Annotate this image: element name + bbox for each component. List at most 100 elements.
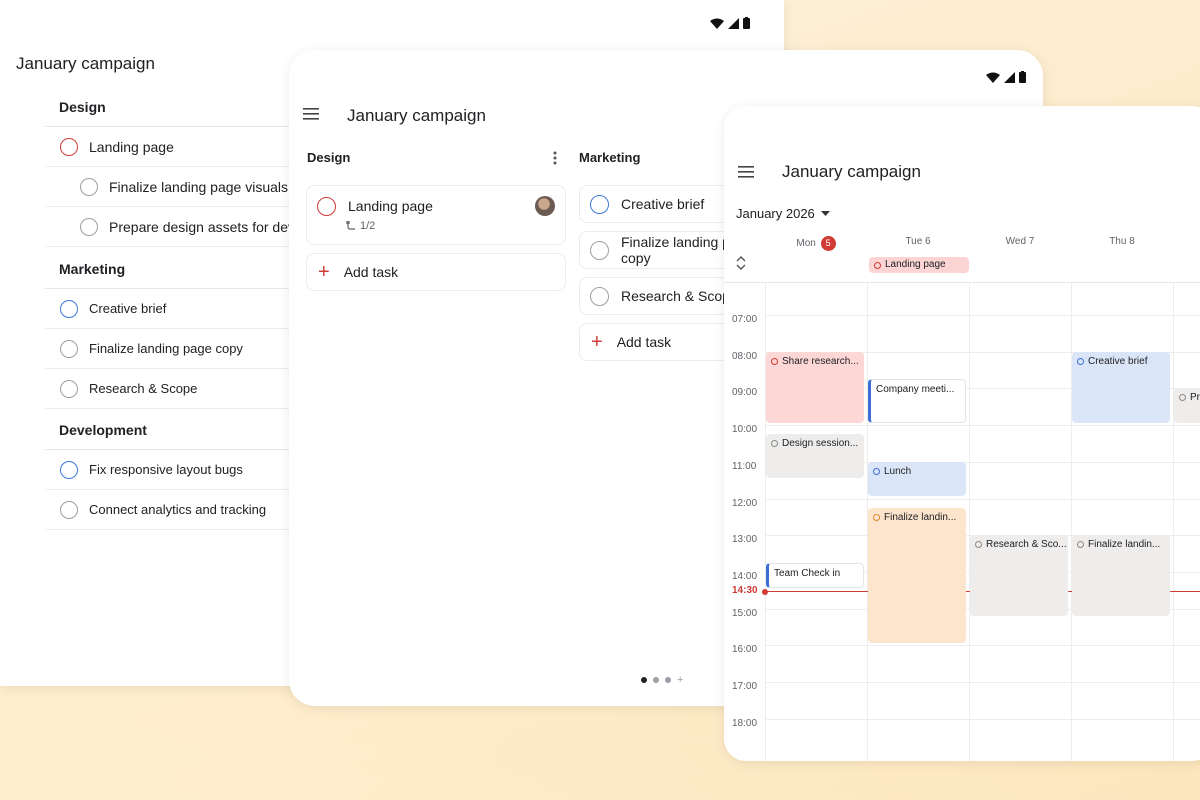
menu-icon[interactable] <box>738 166 754 178</box>
subtask-count: 1/2 <box>346 220 375 232</box>
plus-icon: + <box>591 331 603 353</box>
hour-label: 17:00 <box>732 681 758 692</box>
day-column-divider <box>765 283 766 761</box>
add-page-icon[interactable]: + <box>677 674 684 686</box>
menu-icon[interactable] <box>303 108 319 120</box>
task-card[interactable]: Landing page 1/2 <box>306 185 566 245</box>
more-options-icon[interactable] <box>553 151 557 165</box>
task-checkbox[interactable] <box>60 460 78 479</box>
task-checkbox[interactable] <box>80 217 98 236</box>
event-label: Lunch <box>884 465 912 477</box>
task-checkbox[interactable] <box>60 137 78 156</box>
event-label: Research & Sco... <box>986 539 1067 551</box>
day-column-divider <box>1173 283 1174 761</box>
day-header[interactable]: Wed 7 <box>1005 236 1035 247</box>
hour-gridline <box>765 645 1200 647</box>
task-checkbox[interactable] <box>590 240 609 260</box>
hour-gridline <box>765 388 1200 390</box>
day-header[interactable]: Mon 5 <box>765 236 867 251</box>
calendar-event[interactable]: Design session... <box>766 434 864 479</box>
task-label: Creative brief <box>89 301 167 316</box>
hour-label: 12:00 <box>732 497 758 509</box>
wifi-icon <box>710 18 724 29</box>
calendar-event[interactable]: Finalize landin... <box>868 507 966 644</box>
task-label: Landing page <box>348 198 433 214</box>
all-day-event[interactable]: Landing page <box>869 257 969 273</box>
hour-label: 16:00 <box>732 644 758 656</box>
page-dot[interactable] <box>653 677 659 683</box>
plus-icon: + <box>318 261 330 283</box>
page-indicator[interactable]: + <box>641 674 684 686</box>
month-label: January 2026 <box>736 206 815 221</box>
event-label: Share research... <box>782 355 859 367</box>
calendar-event[interactable]: Team Check in <box>766 562 864 589</box>
list-item[interactable]: Creative brief <box>45 289 305 329</box>
page-dot[interactable] <box>665 677 671 683</box>
list-item[interactable]: Prepare design assets for dev <box>45 207 305 247</box>
section-header: Design <box>45 87 305 127</box>
list-item[interactable]: Fix responsive layout bugs <box>45 450 305 490</box>
event-dot-icon <box>874 261 881 269</box>
calendar-event[interactable]: Research & Sco... <box>970 535 1068 616</box>
hour-label: 08:00 <box>732 350 758 362</box>
current-time-label: 14:30 <box>732 585 758 597</box>
day-header[interactable]: Tue 6 <box>905 236 931 247</box>
event-label: Pre... <box>1190 392 1200 404</box>
task-checkbox[interactable] <box>60 500 78 519</box>
task-label: Research & Scope <box>621 288 738 304</box>
task-label: Fix responsive layout bugs <box>89 462 243 477</box>
task-checkbox[interactable] <box>590 286 609 306</box>
subtask-icon <box>346 221 355 230</box>
calendar-event[interactable]: Pre... <box>1174 388 1200 424</box>
day-column-divider <box>1071 283 1072 761</box>
page-title: January campaign <box>782 162 921 181</box>
task-label: Research & Scope <box>89 381 198 396</box>
calendar-event[interactable]: Company meeti... <box>868 379 966 424</box>
task-label: Landing page <box>89 138 174 155</box>
calendar-event[interactable]: Lunch <box>868 461 966 497</box>
month-selector[interactable]: January 2026 <box>736 206 830 221</box>
avatar[interactable] <box>535 196 555 216</box>
signal-icon <box>1004 71 1015 83</box>
task-label: Finalize landing page copy <box>621 234 754 266</box>
hour-gridline <box>765 498 1200 500</box>
event-dot-icon <box>975 541 982 549</box>
calendar-event[interactable]: Creative brief <box>1072 351 1170 424</box>
event-label: Finalize landin... <box>884 511 957 523</box>
calendar-grid[interactable]: 07:00 08:00 09:00 10:00 11:00 12:00 13:00 14:00… <box>724 282 1200 761</box>
expand-icon[interactable] <box>736 256 746 270</box>
list-item[interactable]: Connect analytics and tracking <box>45 490 305 530</box>
task-label: Connect analytics and tracking <box>89 502 267 517</box>
event-label: Design session... <box>782 438 859 450</box>
status-bar <box>986 71 1026 83</box>
current-time-dot <box>762 588 768 595</box>
hour-gridline <box>765 718 1200 720</box>
event-dot-icon <box>873 467 880 475</box>
day-header[interactable]: Thu 8 <box>1109 236 1135 247</box>
list-item[interactable]: Research & Scope <box>45 369 305 409</box>
hour-label: 10:00 <box>732 424 758 436</box>
calendar-event[interactable]: Share research... <box>766 351 864 424</box>
task-checkbox[interactable] <box>80 177 98 196</box>
task-checkbox[interactable] <box>590 194 609 214</box>
hour-label: 18:00 <box>732 717 758 729</box>
page-dot[interactable] <box>641 677 647 683</box>
task-checkbox[interactable] <box>60 299 78 318</box>
list-item[interactable]: Finalize landing page visuals <box>45 167 305 207</box>
add-task-button[interactable]: + Add task <box>306 253 566 291</box>
battery-icon <box>1019 71 1026 83</box>
task-checkbox[interactable] <box>317 197 336 216</box>
section-header: Marketing <box>45 249 305 289</box>
signal-icon <box>728 17 739 29</box>
hour-label: 13:00 <box>732 534 758 546</box>
task-checkbox[interactable] <box>60 339 78 358</box>
day-label: Mon <box>796 238 816 249</box>
calendar-event[interactable]: Finalize landin... <box>1072 535 1170 616</box>
hour-label: 14:00 <box>732 570 758 582</box>
list-section-marketing: Marketing Creative brief Finalize landin… <box>45 249 305 409</box>
list-item[interactable]: Landing page <box>45 127 305 167</box>
list-item[interactable]: Finalize landing page copy <box>45 329 305 369</box>
task-checkbox[interactable] <box>60 379 78 398</box>
event-label: Landing page <box>885 259 946 270</box>
event-dot-icon <box>1179 394 1186 402</box>
